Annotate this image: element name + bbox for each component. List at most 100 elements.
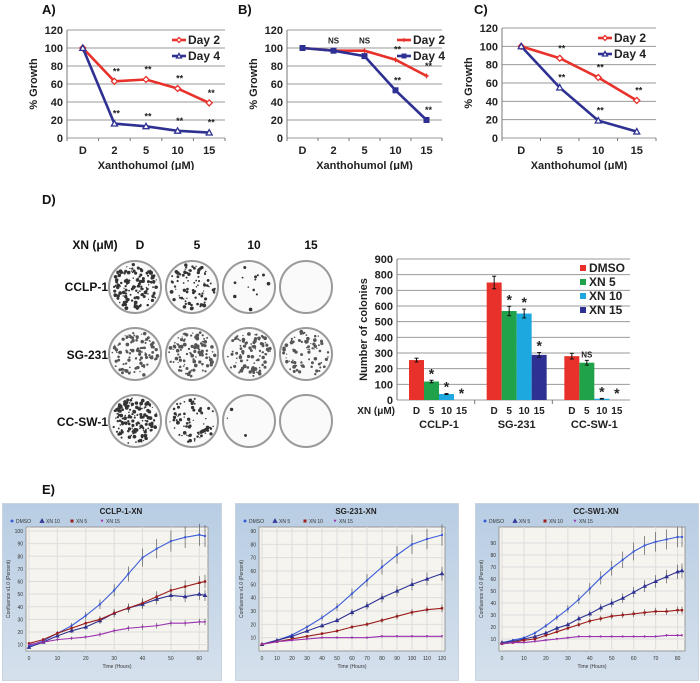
colony-dot [131, 430, 134, 433]
plates-row-ccsw1: CC-SW-1 [56, 415, 108, 429]
data-point [260, 643, 264, 646]
colony-dot [128, 289, 130, 292]
colony-dot [254, 334, 256, 336]
colony-dot [114, 348, 119, 352]
data-point [555, 630, 559, 633]
data-point [127, 606, 130, 610]
colony-dot [193, 402, 196, 405]
x-tick-label: 15 [611, 406, 623, 417]
y-axis-label: Number of colonies [358, 278, 370, 381]
colony-dot [253, 367, 258, 371]
data-point [517, 41, 526, 50]
y-axis-label: % Growth [248, 58, 260, 110]
colony-dot [126, 429, 130, 433]
colony-dot [151, 274, 154, 277]
data-point [112, 589, 116, 592]
x-tick-label: D [79, 145, 87, 157]
colony-dot [139, 370, 141, 373]
colony-dot [184, 263, 188, 267]
y-tick-label: 30 [17, 617, 23, 623]
colony-dot [149, 269, 152, 272]
data-point [320, 636, 324, 639]
panel-label-d: D) [42, 192, 56, 207]
data-point [290, 639, 294, 642]
colony-dot [178, 295, 180, 297]
colony-dot [146, 303, 149, 307]
colony-dot [192, 408, 196, 412]
data-point [127, 627, 130, 630]
x-tick-label: 20 [83, 656, 89, 662]
colony-dot [120, 291, 123, 294]
y-tick-label: 80 [51, 61, 63, 73]
colony-dot [168, 351, 171, 354]
colony-dot [139, 273, 143, 277]
significance-label: ** [394, 75, 402, 85]
x-axis-label: XN (μM) [357, 406, 395, 417]
data-point [305, 638, 309, 641]
colony-dot [144, 341, 147, 344]
colony-dot [154, 414, 158, 418]
x-tick-label: 10 [389, 145, 401, 157]
colony-dot [282, 348, 286, 352]
significance-label: ** [113, 66, 121, 76]
legend-label: XN 5 [279, 519, 290, 525]
colony-dot [115, 430, 119, 433]
colony-dot [246, 359, 249, 362]
colony-dot [308, 348, 311, 351]
y-tick-label: 100 [15, 529, 24, 535]
colony-dot [180, 296, 184, 300]
data-point [680, 634, 684, 637]
data-point [110, 77, 119, 86]
x-tick-label: 5 [584, 406, 590, 417]
colony-dot [187, 301, 191, 306]
colony-dot [313, 348, 315, 350]
data-point [440, 635, 444, 638]
colony-dot [206, 429, 210, 432]
colony-dot [254, 275, 258, 279]
colony-dot [126, 270, 131, 275]
colony-dot [131, 262, 135, 267]
colony-dot [183, 270, 186, 273]
legend-label: Day 4 [188, 49, 220, 63]
y-tick-label: 100 [45, 43, 63, 55]
legend-marker [70, 519, 74, 523]
colony-dot [226, 417, 229, 419]
data-point [544, 624, 548, 627]
data-point [198, 533, 201, 536]
legend-marker [243, 519, 247, 523]
legend-swatch [580, 293, 586, 299]
colony-dot [305, 334, 308, 337]
data-point [169, 589, 173, 592]
y-tick-label: 900 [375, 254, 393, 266]
group-label: CCLP-1 [419, 419, 459, 431]
colony-dot [183, 416, 185, 418]
colony-dot [169, 290, 174, 294]
colony-dot [267, 350, 270, 353]
data-point [676, 609, 679, 612]
x-tick-label: 0 [501, 656, 504, 662]
colony-dot [258, 367, 261, 369]
colony-dot [111, 351, 114, 354]
colony-dot [141, 292, 144, 296]
x-tick-label: 10 [274, 656, 280, 662]
colony-dot [183, 332, 185, 334]
colony-dot [241, 276, 244, 279]
chart-e3-ccsw1: CC-SW1-XN DMSO XN 5 XN 10 XN 15 10 20 30 40 50 60 7… [479, 507, 686, 670]
colony-dot [264, 341, 267, 344]
colony-dot [206, 279, 210, 282]
y-tick-label: 70 [250, 556, 256, 562]
colony-dot [130, 270, 133, 272]
colony-dot [201, 334, 204, 337]
colony-dot [320, 341, 324, 346]
data-point [380, 565, 384, 569]
colony-dot [182, 305, 187, 309]
colony-dot [253, 337, 258, 341]
colony-dot [118, 431, 121, 434]
significance-label: NS [581, 350, 593, 359]
colony-dot [209, 427, 213, 431]
colony-dot [134, 357, 138, 360]
data-point [142, 75, 150, 84]
data-point [588, 619, 592, 623]
series-line-xn-5 [501, 570, 683, 644]
